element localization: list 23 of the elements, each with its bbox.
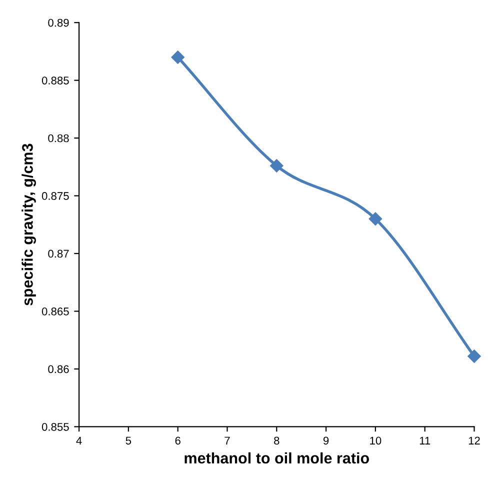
y-tick-label: 0.87: [48, 250, 69, 258]
x-axis-title: methanol to oil mole ratio: [184, 452, 369, 464]
x-tick-label: 9: [323, 436, 329, 445]
y-tick-label: 0.865: [42, 308, 69, 316]
point: [368, 212, 382, 226]
x-tick-label: 6: [175, 436, 180, 445]
point: [270, 159, 284, 172]
y-tick-label: 0.89: [48, 18, 69, 27]
x-tick-label: 7: [224, 436, 230, 444]
y-tick-label: 0.88: [48, 134, 69, 142]
x-tick-label: 12: [468, 436, 480, 444]
x-tick-label: 11: [420, 436, 430, 444]
y-tick-label: 0.875: [42, 192, 69, 200]
point: [171, 50, 184, 64]
y-axis-title: specific gravity, g/cm3: [22, 144, 36, 306]
point: [468, 350, 481, 363]
y-tick-label: 0.885: [42, 76, 69, 84]
y-tick-label: 0.86: [48, 365, 69, 374]
x-tick-label: 4: [76, 436, 82, 444]
x-tick-label: 10: [370, 436, 382, 445]
x-tick-label: 8: [274, 436, 280, 445]
x-tick-label: 5: [126, 436, 132, 445]
y-tick-label: 0.855: [42, 422, 69, 431]
